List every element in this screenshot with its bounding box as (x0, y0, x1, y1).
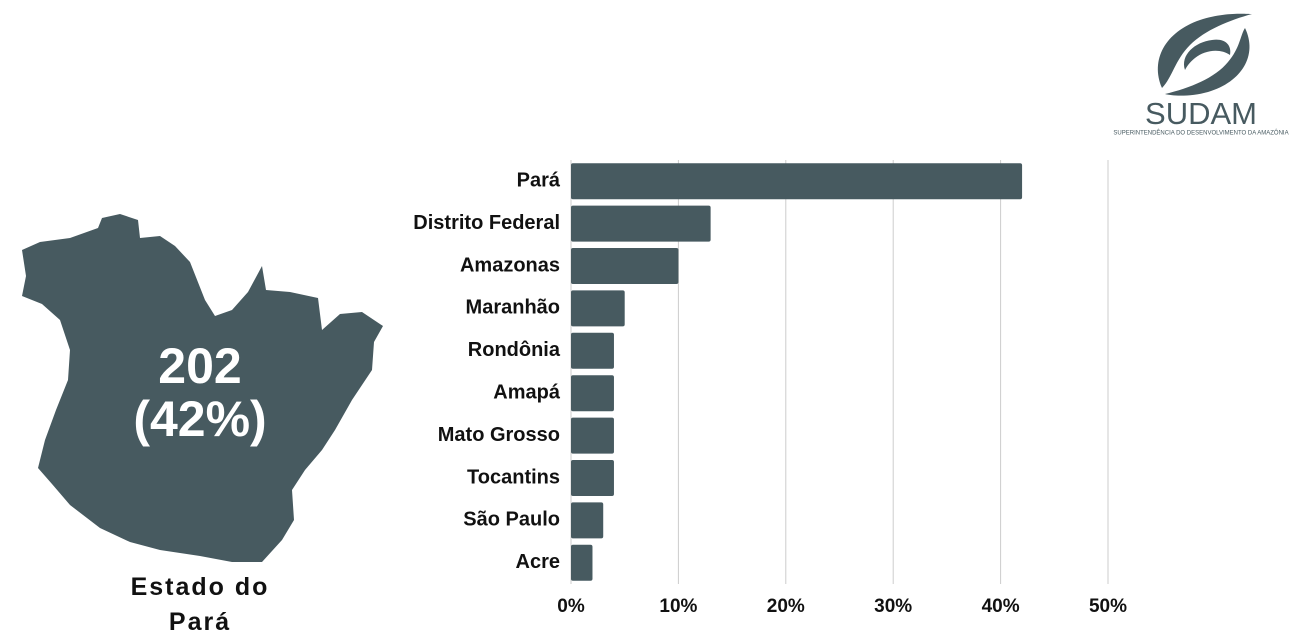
bar (571, 205, 711, 242)
y-tick-label: Acre (516, 551, 560, 573)
logo-subtitle: SUPERINTENDÊNCIA DO DESENVOLVIMENTO DA A… (1113, 129, 1288, 137)
callout-share: (42%) (133, 391, 266, 447)
y-tick-label: São Paulo (463, 509, 560, 531)
bar (571, 332, 614, 369)
bar (571, 544, 593, 581)
bar (571, 290, 625, 327)
y-tick-label: Rondônia (468, 339, 561, 361)
callout-count: 202 (158, 338, 241, 394)
bar (571, 163, 1023, 200)
x-tick-label: 40% (982, 596, 1020, 617)
x-tick-label: 10% (659, 596, 697, 617)
bar (571, 248, 679, 284)
logo-name: SUDAM (1145, 96, 1257, 131)
logo-mark (1157, 13, 1252, 96)
para-map (22, 214, 383, 562)
bar (571, 417, 614, 454)
y-tick-label: Amapá (493, 381, 561, 403)
y-tick-label: Mato Grosso (438, 424, 560, 446)
x-tick-label: 20% (767, 596, 805, 617)
x-tick-label: 50% (1089, 596, 1127, 617)
x-tick-label: 30% (874, 596, 912, 617)
bar (571, 460, 614, 496)
bar (571, 375, 614, 412)
y-tick-label: Maranhão (466, 297, 560, 319)
y-tick-label: Distrito Federal (413, 212, 560, 234)
x-tick-label: 0% (557, 596, 585, 617)
bar (571, 502, 604, 539)
y-tick-label: Amazonas (460, 254, 560, 276)
callout-caption: Estado do Pará (130, 573, 270, 636)
y-tick-label: Tocantins (467, 466, 560, 488)
y-tick-label: Pará (517, 169, 561, 191)
